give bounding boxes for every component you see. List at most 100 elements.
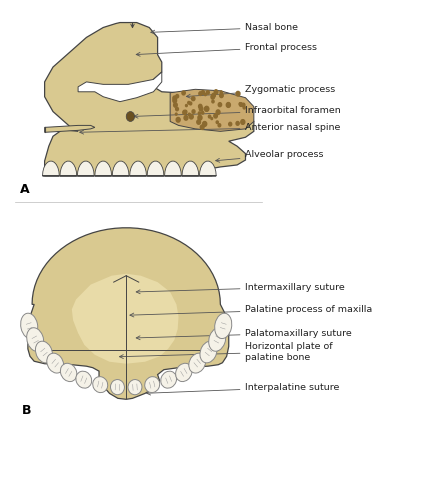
Text: Zygomatic process: Zygomatic process (187, 85, 336, 98)
Circle shape (214, 114, 218, 118)
Circle shape (200, 125, 204, 130)
Ellipse shape (200, 341, 217, 363)
Circle shape (211, 96, 215, 99)
Polygon shape (78, 161, 94, 176)
Circle shape (206, 90, 209, 94)
Circle shape (229, 122, 232, 126)
Ellipse shape (76, 371, 92, 388)
Text: Interpalatine suture: Interpalatine suture (147, 383, 340, 395)
Ellipse shape (111, 380, 124, 394)
Circle shape (205, 106, 209, 111)
Circle shape (218, 124, 221, 127)
Circle shape (176, 108, 179, 110)
Ellipse shape (209, 328, 226, 351)
Circle shape (198, 116, 202, 120)
Text: Palatomaxillary suture: Palatomaxillary suture (136, 328, 352, 340)
Circle shape (242, 103, 245, 106)
Circle shape (236, 122, 239, 126)
Text: Anterior nasal spine: Anterior nasal spine (80, 123, 341, 134)
Ellipse shape (161, 371, 176, 388)
Circle shape (173, 98, 176, 103)
Circle shape (176, 94, 179, 98)
Circle shape (199, 92, 202, 96)
Polygon shape (165, 161, 181, 176)
Polygon shape (95, 161, 112, 176)
Circle shape (198, 112, 201, 114)
Ellipse shape (176, 364, 192, 382)
Circle shape (212, 100, 214, 103)
Polygon shape (112, 161, 129, 176)
Polygon shape (182, 161, 199, 176)
Circle shape (184, 116, 188, 120)
Circle shape (186, 104, 187, 106)
Circle shape (192, 110, 195, 114)
Polygon shape (72, 274, 179, 364)
Circle shape (211, 95, 214, 98)
Circle shape (220, 94, 223, 98)
Circle shape (220, 91, 222, 94)
Circle shape (236, 92, 240, 96)
Circle shape (182, 91, 185, 95)
Circle shape (240, 102, 243, 106)
Ellipse shape (189, 353, 206, 373)
Circle shape (218, 102, 222, 106)
Circle shape (197, 120, 201, 124)
Text: Infraorbital foramen: Infraorbital foramen (134, 106, 341, 118)
Text: Alveolar process: Alveolar process (216, 150, 324, 162)
Circle shape (211, 118, 212, 120)
Ellipse shape (47, 353, 64, 373)
Circle shape (188, 102, 190, 104)
Circle shape (201, 112, 204, 114)
Circle shape (176, 113, 177, 115)
Text: Intermaxillary suture: Intermaxillary suture (136, 282, 345, 294)
Polygon shape (147, 161, 164, 176)
Polygon shape (45, 126, 95, 132)
Circle shape (204, 94, 206, 96)
Polygon shape (78, 72, 162, 102)
Text: Nasal bone: Nasal bone (151, 23, 298, 34)
Polygon shape (42, 161, 59, 176)
Circle shape (214, 90, 218, 94)
Circle shape (192, 96, 195, 100)
Ellipse shape (145, 376, 160, 392)
Polygon shape (28, 228, 229, 400)
Circle shape (241, 120, 245, 124)
Circle shape (243, 106, 245, 109)
Ellipse shape (21, 313, 38, 338)
Circle shape (216, 110, 220, 114)
Text: B: B (22, 404, 31, 417)
Circle shape (226, 102, 230, 108)
Circle shape (201, 90, 204, 94)
Circle shape (203, 122, 207, 126)
Circle shape (198, 104, 202, 108)
Ellipse shape (27, 328, 44, 351)
Circle shape (184, 110, 187, 113)
Circle shape (190, 102, 192, 105)
Text: Horizontal plate of
palatine bone: Horizontal plate of palatine bone (120, 342, 333, 361)
Ellipse shape (36, 341, 53, 363)
Text: A: A (20, 182, 29, 196)
Circle shape (239, 102, 241, 105)
Polygon shape (45, 22, 254, 176)
Ellipse shape (93, 376, 108, 392)
Circle shape (183, 110, 187, 114)
Circle shape (173, 103, 177, 107)
Polygon shape (170, 90, 254, 132)
Circle shape (199, 107, 203, 111)
Circle shape (126, 112, 134, 122)
Ellipse shape (215, 313, 232, 338)
Circle shape (176, 118, 180, 122)
Polygon shape (199, 161, 216, 176)
Text: Palatine process of maxilla: Palatine process of maxilla (130, 305, 373, 317)
Polygon shape (60, 161, 77, 176)
Polygon shape (130, 161, 146, 176)
Ellipse shape (60, 364, 77, 382)
Circle shape (190, 114, 193, 119)
Ellipse shape (128, 380, 142, 394)
Circle shape (216, 121, 218, 124)
Circle shape (209, 115, 211, 118)
Circle shape (205, 106, 209, 112)
Circle shape (188, 113, 190, 116)
Text: Frontal process: Frontal process (136, 43, 318, 57)
Circle shape (173, 96, 176, 100)
